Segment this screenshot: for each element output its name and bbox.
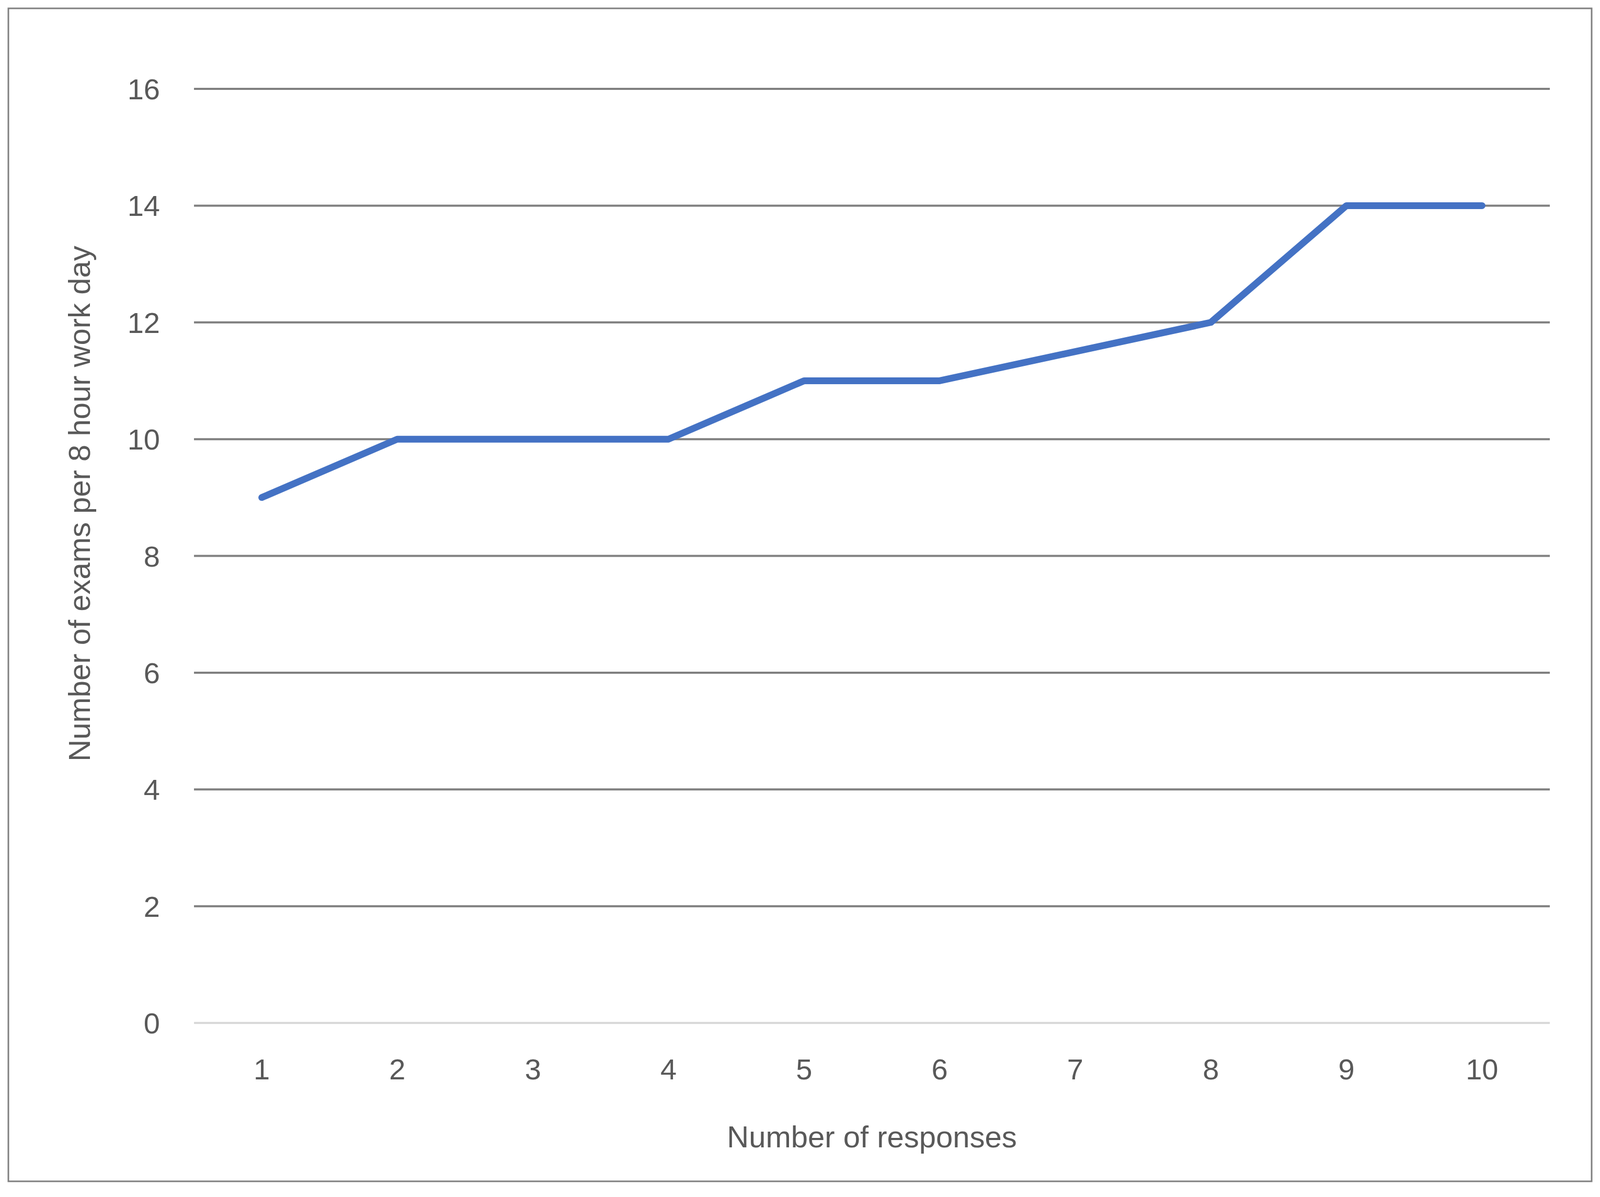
x-tick-label: 1	[253, 1053, 270, 1087]
grid-line	[193, 905, 1550, 908]
y-tick-label: 16	[127, 72, 160, 106]
data-line	[261, 205, 1483, 498]
chart-frame	[8, 8, 1592, 1182]
x-axis-title: Number of responses	[726, 1120, 1017, 1154]
grid-line	[193, 87, 1550, 90]
x-tick-label: 5	[795, 1053, 813, 1087]
plot-area	[261, 205, 1483, 498]
grid-line	[193, 671, 1550, 674]
y-axis-title: Number of exams per 8 hour work day	[62, 245, 97, 762]
y-tick-label: 8	[143, 540, 160, 574]
x-tick-label: 9	[1338, 1053, 1355, 1087]
y-tick-label: 10	[127, 423, 160, 456]
x-tick-label: 4	[660, 1053, 677, 1087]
x-tick-label: 8	[1202, 1053, 1219, 1087]
grid-line	[193, 321, 1550, 324]
x-tick-label: 7	[1067, 1053, 1084, 1087]
y-tick-label: 6	[143, 656, 160, 690]
x-tick-label: 3	[524, 1053, 542, 1087]
x-tick-label: 10	[1465, 1053, 1499, 1087]
x-tick-label: 2	[389, 1053, 406, 1087]
grid-line	[193, 1022, 1550, 1025]
chart-svg: 024681012141612345678910Number of respon…	[0, 0, 1600, 1197]
y-tick-label: 4	[143, 773, 160, 807]
y-tick-label: 14	[127, 189, 160, 223]
grid-line	[193, 555, 1550, 558]
chart-root: 024681012141612345678910Number of respon…	[0, 0, 1600, 1197]
y-tick-label: 12	[127, 306, 160, 340]
x-tick-label: 6	[931, 1053, 948, 1087]
y-tick-label: 0	[143, 1007, 160, 1040]
grid-line	[193, 788, 1550, 791]
y-tick-label: 2	[143, 890, 160, 924]
